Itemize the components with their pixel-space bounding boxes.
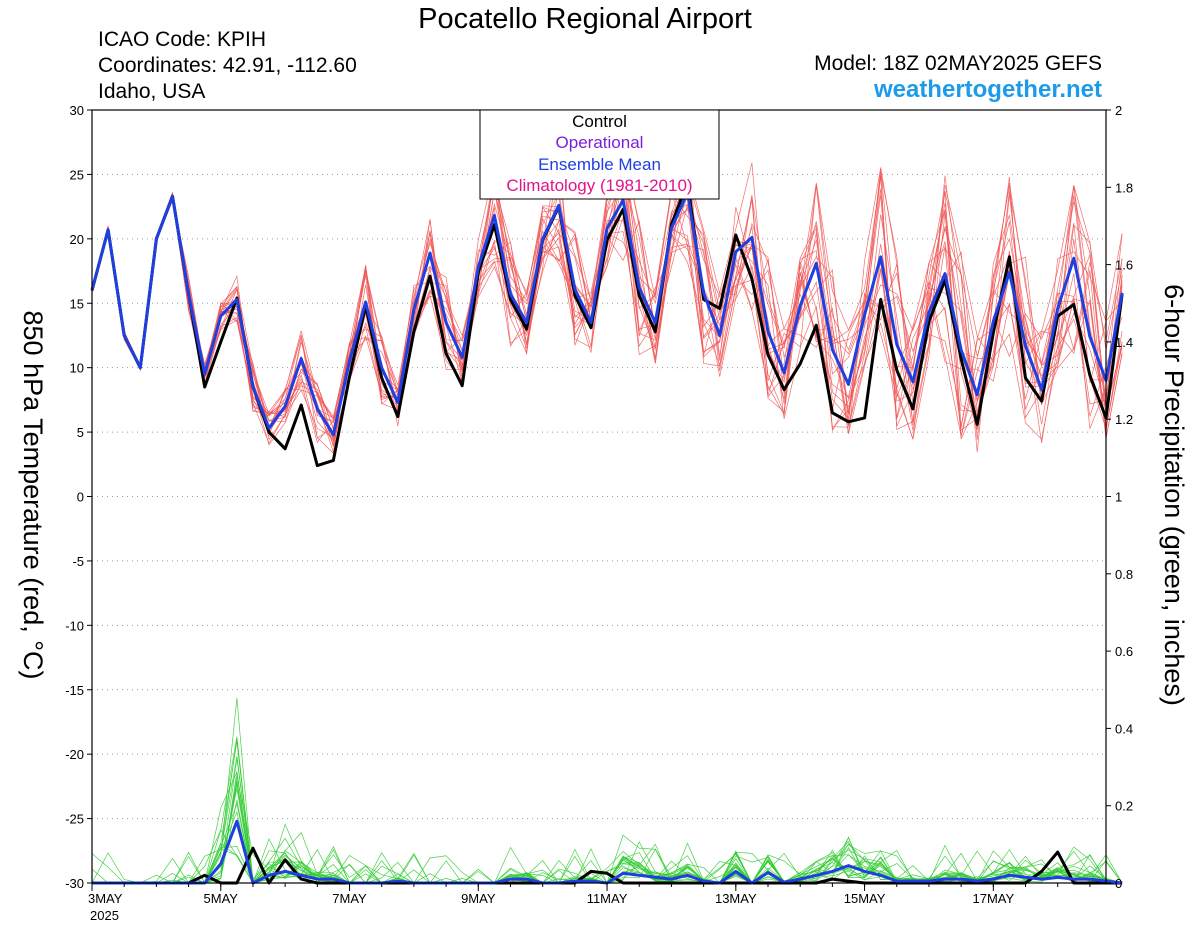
legend-box	[479, 109, 720, 200]
x-tick-label: 5MAY	[204, 891, 239, 906]
coordinates: Coordinates: 42.91, -112.60	[98, 54, 357, 77]
legend-ensemble-mean: Ensemble Mean	[538, 155, 661, 174]
left-tick-label: -10	[65, 618, 84, 633]
left-tick-label: 25	[70, 167, 84, 182]
right-tick-label: 0.4	[1115, 721, 1133, 736]
x-tick-label: 13MAY	[715, 891, 757, 906]
site-link[interactable]: weathertogether.net	[873, 76, 1102, 103]
right-axis-title: 6-hour Precipitation (green, inches)	[1159, 284, 1189, 706]
left-tick-label: 0	[77, 490, 84, 505]
left-tick-label: 30	[70, 103, 84, 118]
right-tick-label: 1.8	[1115, 180, 1133, 195]
left-tick-label: -5	[72, 554, 84, 569]
temperature-member-line	[91, 151, 1123, 447]
right-tick-label: 0	[1115, 876, 1122, 891]
right-axis-ticks: 2 1.8 1.6 1.4 1.2 1 0.8 0.6 0.4 0.2 0	[1106, 103, 1133, 891]
region: Idaho, USA	[98, 80, 206, 103]
x-year-label: 2025	[90, 908, 119, 923]
left-tick-label: 10	[70, 361, 84, 376]
left-axis-title: 850 hPa Temperature (red, °C)	[18, 311, 48, 680]
legend-operational: Operational	[556, 133, 644, 152]
temperature-member-line	[91, 179, 1123, 453]
legend-control: Control	[572, 112, 627, 131]
right-tick-label: 1.4	[1115, 335, 1133, 350]
x-axis-ticks: 3MAY 5MAY 7MAY 9MAY 11MAY 13MAY 15MAY 17MAY 2025	[88, 883, 1091, 923]
x-tick-label: 7MAY	[332, 891, 367, 906]
temperature-member-line	[91, 184, 1123, 440]
right-tick-label: 2	[1115, 103, 1122, 118]
icao-code: ICAO Code: KPIH	[98, 28, 267, 51]
left-tick-label: -15	[65, 683, 84, 698]
right-tick-label: 0.2	[1115, 799, 1133, 814]
left-tick-label: 20	[70, 232, 84, 247]
right-tick-label: 0.6	[1115, 644, 1133, 659]
page-title: Pocatello Regional Airport	[418, 3, 752, 35]
legend: Control Operational Ensemble Mean Climat…	[479, 109, 720, 200]
left-tick-label: 15	[70, 296, 84, 311]
left-axis-ticks: 30 25 20 15 10 5 0 -5 -10 -15 -20 -25 -30	[65, 103, 92, 891]
temperature-member-line	[91, 140, 1123, 424]
left-tick-label: -30	[65, 876, 84, 891]
x-tick-label: 3MAY	[88, 891, 123, 906]
left-tick-label: -20	[65, 747, 84, 762]
model-run: Model: 18Z 02MAY2025 GEFS	[814, 52, 1102, 75]
temperature-member-line	[91, 176, 1123, 442]
right-tick-label: 1.6	[1115, 258, 1133, 273]
x-tick-label: 9MAY	[461, 891, 496, 906]
right-tick-label: 1.2	[1115, 412, 1133, 427]
right-tick-label: 0.8	[1115, 567, 1133, 582]
ensemble-mean-temperature-line	[90, 191, 1124, 437]
legend-climatology: Climatology (1981-2010)	[506, 176, 692, 195]
x-tick-label: 17MAY	[972, 891, 1014, 906]
right-tick-label: 1	[1115, 490, 1122, 505]
x-tick-label: 11MAY	[587, 891, 628, 906]
x-tick-label: 15MAY	[844, 891, 886, 906]
left-tick-label: 5	[77, 425, 84, 440]
left-tick-label: -25	[65, 812, 84, 827]
